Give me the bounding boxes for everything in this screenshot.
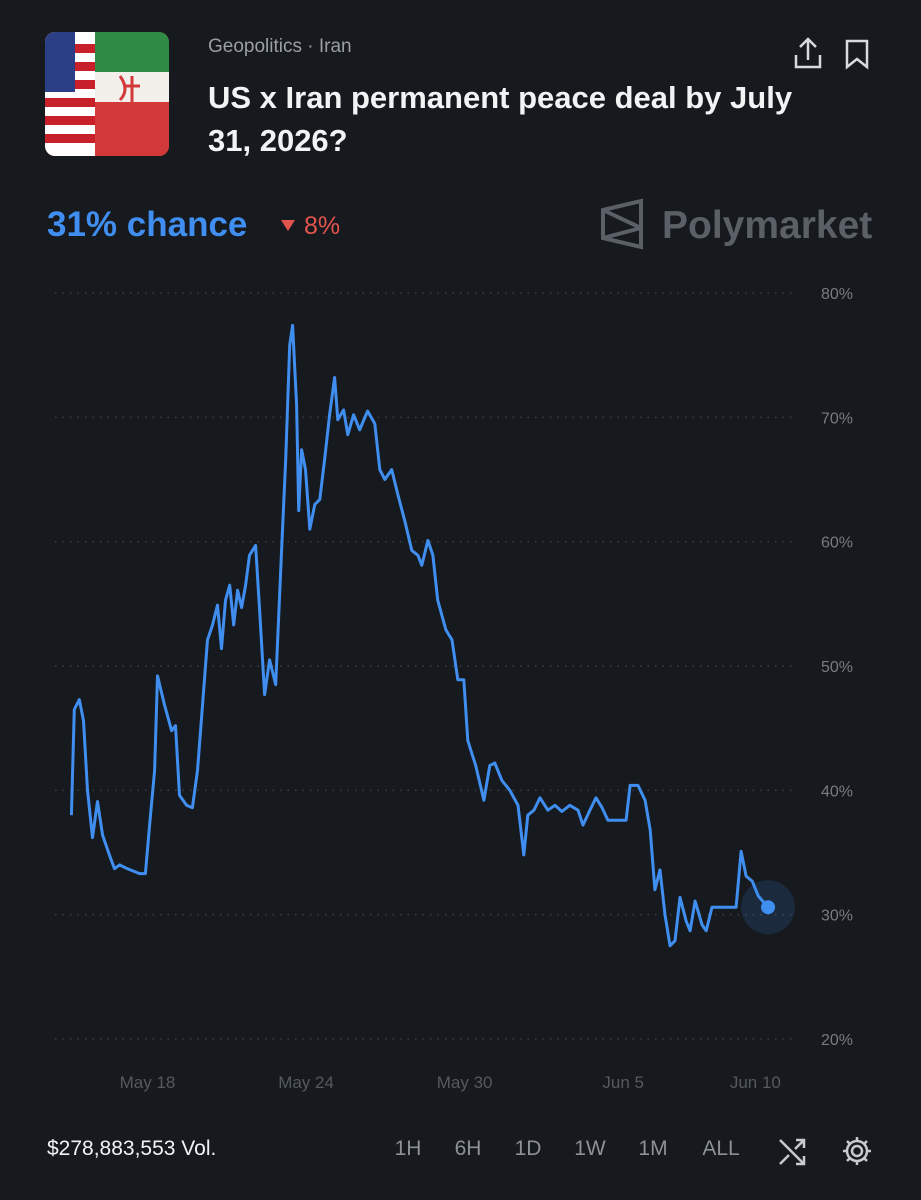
chance: 31% chance [47,205,248,244]
range-button[interactable]: 1D [514,1137,542,1160]
y-tick-label: 50% [821,659,853,676]
x-tick-label: May 24 [278,1073,334,1092]
category[interactable]: Geopolitics · Iran [208,36,352,57]
change: 8% [304,212,341,240]
brand-logo [601,198,643,250]
range-button[interactable]: 1H [394,1137,422,1160]
share-icon[interactable] [794,37,822,69]
shuffle-icon[interactable] [779,1138,806,1166]
x-tick-label: Jun 5 [602,1073,644,1092]
range-button[interactable]: 1W [574,1137,606,1160]
price-line [69,323,770,948]
y-tick-label: 20% [821,1032,853,1049]
x-tick-label: May 30 [437,1073,493,1092]
market-image [45,32,169,156]
range-button[interactable]: 6H [454,1137,482,1160]
range-button[interactable]: ALL [702,1137,740,1160]
brand: Polymarket [662,204,873,247]
range-button[interactable]: 1M [638,1137,668,1160]
settings-icon[interactable] [843,1137,871,1165]
y-tick-label: 60% [821,535,853,552]
y-tick-label: 80% [821,286,853,303]
chart: 20% 30% 40% 50% 60% 70% 80% May 18 May 24 May 30 J… [55,286,853,1092]
volume: $278,883,553 Vol. [47,1137,217,1160]
y-tick-label: 40% [821,783,853,800]
market-title: US x Iran permanent peace deal by July 3… [208,80,793,158]
x-tick-label: Jun 10 [730,1073,781,1092]
x-tick-label: May 18 [120,1073,176,1092]
bookmark-icon[interactable] [845,39,869,70]
current-point [761,900,776,915]
y-tick-label: 30% [821,908,853,925]
down-arrow [281,220,295,231]
y-tick-label: 70% [821,410,853,427]
